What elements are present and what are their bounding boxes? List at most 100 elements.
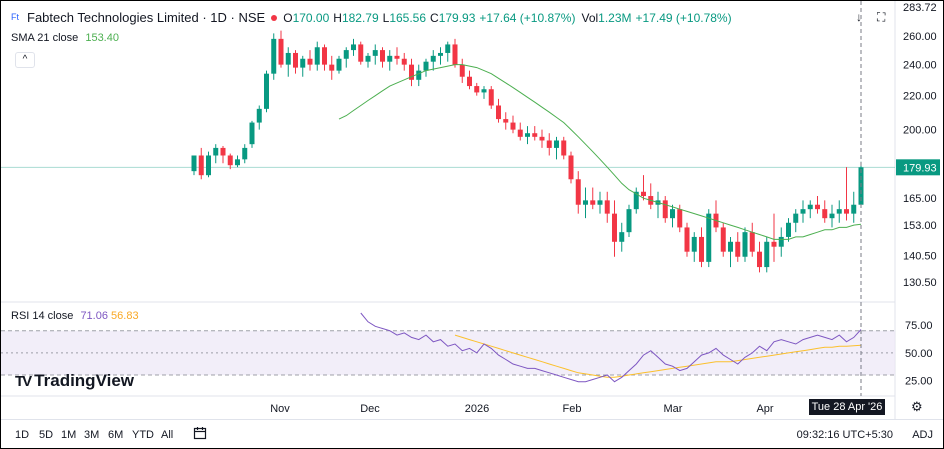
rsi-tick-label: 75.00: [905, 320, 933, 332]
rsi-band: [1, 330, 895, 376]
timeframe-all-button[interactable]: All: [161, 429, 174, 441]
candle-body: [510, 122, 516, 130]
candle-body: [293, 52, 298, 68]
price-tick-label-top: 283.72: [903, 2, 937, 14]
candle-body: [300, 58, 306, 68]
candle-body: [430, 55, 436, 62]
rsi-ma-value: 56.83: [111, 310, 139, 322]
time-label: Feb: [562, 403, 582, 415]
candle-body: [525, 133, 530, 137]
candle-body: [387, 55, 393, 62]
candle-body: [554, 140, 559, 148]
candle-body: [691, 236, 697, 252]
candle-body: [597, 200, 603, 205]
candle-body: [561, 140, 567, 156]
volume-value: 1.23M: [598, 10, 632, 25]
sma-line: [338, 64, 862, 240]
candle-body: [749, 232, 755, 252]
maximize-icon[interactable]: ⛶: [877, 10, 886, 24]
rsi-lines: [360, 312, 862, 383]
candles: [191, 30, 864, 273]
price-tick-label: 153.00: [903, 220, 937, 232]
candle-body: [546, 140, 552, 148]
candle-body: [474, 86, 480, 93]
scroll-down-icon[interactable]: ↓: [856, 10, 862, 24]
timeframe-1m-button[interactable]: 1M: [61, 429, 77, 441]
candle-body: [793, 213, 799, 223]
candle-body: [278, 38, 284, 65]
candle-body: [235, 159, 240, 166]
candle-body: [575, 179, 581, 205]
candle-body: [423, 61, 429, 71]
candle-body: [394, 55, 400, 59]
candle-body: [539, 136, 545, 141]
candle-body: [213, 147, 219, 156]
adjust-button[interactable]: ADJ: [912, 429, 933, 441]
market-status-dot[interactable]: [271, 14, 278, 21]
open-label: O: [283, 10, 293, 25]
high-value: 182.79: [341, 10, 379, 25]
candle-body: [662, 200, 668, 219]
high-label: H: [333, 10, 342, 25]
candle-body: [365, 55, 371, 62]
timeframe-ytd-button[interactable]: YTD: [132, 429, 154, 441]
bottom-toolbar: 1D 5D 1M 3M 6M YTD All 09:32:16 UTC+5:30…: [1, 419, 943, 448]
price-tick-label: 220.00: [903, 91, 937, 103]
price-axis[interactable]: 260.00240.00220.00200.00180.00165.00153.…: [896, 2, 940, 289]
low-label: L: [382, 10, 390, 25]
sma-value: 153.40: [85, 32, 119, 44]
close-value: 179.93: [438, 10, 476, 25]
low-value: 165.56: [389, 10, 427, 25]
calendar-icon[interactable]: [193, 426, 207, 443]
timeframe-3m-button[interactable]: 3M: [84, 429, 100, 441]
time-label: Mar: [663, 403, 683, 415]
candle-body: [844, 209, 849, 214]
rsi-value: 71.06: [80, 310, 108, 322]
timeframe-5d-button[interactable]: 5D: [39, 429, 54, 441]
time-label: Nov: [270, 403, 290, 415]
candle-body: [517, 129, 523, 137]
candle-body: [706, 213, 712, 262]
current-price-tag: [896, 159, 940, 176]
sma-legend[interactable]: SMA 21 close 153.40: [11, 32, 119, 44]
rsi-legend[interactable]: RSI 14 close 71.06 56.83: [11, 310, 139, 322]
candle-body: [329, 64, 335, 71]
candle-body: [220, 147, 226, 156]
candle-body: [626, 209, 632, 233]
candle-body: [314, 47, 320, 65]
candle-body: [503, 119, 509, 123]
close-label: C: [430, 10, 439, 25]
candle-body: [271, 38, 277, 74]
candle-body: [409, 64, 414, 80]
candle-body: [459, 64, 465, 77]
candle-body: [452, 44, 458, 65]
rsi-tick-label: 50.00: [905, 348, 933, 360]
rsi-ma-polyline: [454, 334, 862, 378]
candle-body: [633, 191, 639, 210]
timeframe-6m-button[interactable]: 6M: [108, 429, 124, 441]
collapse-legend-button[interactable]: ^: [15, 52, 35, 68]
rsi-axis[interactable]: 75.00 50.00 25.00: [905, 320, 933, 387]
settings-gear-icon[interactable]: ⚙: [911, 399, 923, 414]
timeframe-1d-button[interactable]: 1D: [15, 429, 30, 441]
time-label: 2026: [464, 403, 490, 415]
candle-body: [612, 213, 617, 242]
price-tick-label: 200.00: [903, 125, 937, 137]
candle-body: [532, 133, 538, 137]
clock-timezone-button[interactable]: 09:32:16 UTC+5:30: [796, 429, 893, 441]
candle-body: [191, 155, 197, 172]
candle-body: [372, 50, 378, 56]
candle-body: [851, 204, 857, 214]
symbol-title[interactable]: Fabtech Technologies Limited · 1D · NSE: [27, 10, 266, 25]
tradingview-logo[interactable]: TV TradingView: [15, 371, 134, 391]
candle-body: [590, 200, 596, 205]
candle-body: [778, 236, 784, 247]
candle-body: [496, 105, 501, 120]
candle-body: [401, 58, 407, 65]
candle-body: [343, 50, 349, 59]
candle-body: [684, 227, 690, 252]
tradingview-name: TradingView: [34, 371, 134, 390]
sma-polyline: [338, 64, 862, 240]
